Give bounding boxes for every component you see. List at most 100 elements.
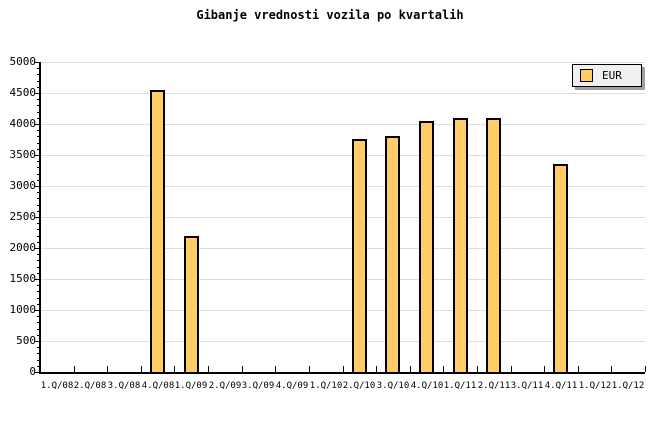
y-minor-tick — [37, 322, 40, 323]
y-axis-tick-label: 4000 — [9, 117, 37, 130]
gridline — [40, 93, 645, 94]
gridline — [40, 248, 645, 249]
x-axis-tick — [443, 366, 444, 372]
x-axis-tick — [611, 366, 612, 372]
y-major-tick — [34, 310, 40, 311]
y-major-tick — [34, 217, 40, 218]
x-axis-tick-label: 1.Q/08 — [40, 381, 74, 391]
y-minor-tick — [37, 130, 40, 131]
y-minor-tick — [37, 304, 40, 305]
y-minor-tick — [37, 335, 40, 336]
x-axis-tick — [410, 366, 411, 372]
y-axis-tick-label: 2500 — [9, 210, 37, 223]
y-minor-tick — [37, 254, 40, 255]
y-minor-tick — [37, 136, 40, 137]
gridline — [40, 186, 645, 187]
y-axis-tick-label: 1000 — [9, 303, 37, 316]
x-axis-tick-label: 4.Q/09 — [275, 381, 309, 391]
y-minor-tick — [37, 273, 40, 274]
legend: EUR — [572, 64, 642, 87]
gridline — [40, 62, 645, 63]
y-minor-tick — [37, 180, 40, 181]
x-axis-tick — [275, 366, 276, 372]
bar-1.Q/09 — [184, 236, 199, 372]
x-axis-tick — [645, 366, 646, 372]
x-axis-tick — [343, 366, 344, 372]
y-minor-tick — [37, 223, 40, 224]
x-axis-tick-label: 2.Q/10 — [342, 381, 376, 391]
x-axis-tick-label: 2.Q/11 — [477, 381, 511, 391]
gridline — [40, 155, 645, 156]
y-major-tick — [34, 372, 40, 373]
x-axis-tick-label: 4.Q/08 — [141, 381, 175, 391]
x-axis-tick — [174, 366, 175, 372]
x-axis-tick-label: 3.Q/09 — [241, 381, 275, 391]
x-axis-tick — [544, 366, 545, 372]
x-axis-tick — [578, 366, 579, 372]
y-minor-tick — [37, 360, 40, 361]
y-minor-tick — [37, 298, 40, 299]
y-minor-tick — [37, 99, 40, 100]
x-axis-tick-label: 1.Q/09 — [174, 381, 208, 391]
legend-series-swatch-icon — [580, 69, 593, 82]
x-axis-tick — [141, 366, 142, 372]
gridline — [40, 341, 645, 342]
gridline — [40, 217, 645, 218]
x-axis-tick-label: 3.Q/08 — [107, 381, 141, 391]
x-axis-tick-label: 4.Q/11 — [544, 381, 578, 391]
y-minor-tick — [37, 236, 40, 237]
bar-4.Q/11 — [553, 164, 568, 372]
y-minor-tick — [37, 316, 40, 317]
gridline — [40, 310, 645, 311]
x-axis-tick-label: 2.Q/08 — [73, 381, 107, 391]
y-minor-tick — [37, 291, 40, 292]
y-major-tick — [34, 341, 40, 342]
y-minor-tick — [37, 347, 40, 348]
y-axis-line — [39, 62, 41, 374]
y-minor-tick — [37, 68, 40, 69]
y-axis-tick-label: 2000 — [9, 241, 37, 254]
y-minor-tick — [37, 353, 40, 354]
gridline — [40, 279, 645, 280]
x-axis-tick-label: 1.Q/10 — [309, 381, 343, 391]
y-axis-tick-label: 3000 — [9, 179, 37, 192]
x-axis-tick-label: 1.Q/12 — [611, 381, 645, 391]
y-minor-tick — [37, 174, 40, 175]
y-minor-tick — [37, 229, 40, 230]
chart-title: Gibanje vrednosti vozila po kvartalih — [196, 8, 464, 22]
y-minor-tick — [37, 118, 40, 119]
legend-series-label: EUR — [602, 69, 622, 82]
y-minor-tick — [37, 242, 40, 243]
y-minor-tick — [37, 192, 40, 193]
bar-1.Q/11 — [453, 118, 468, 372]
y-minor-tick — [37, 285, 40, 286]
y-major-tick — [34, 93, 40, 94]
y-axis-tick-label: 500 — [16, 334, 36, 347]
x-axis-tick — [107, 366, 108, 372]
gridline — [40, 124, 645, 125]
y-axis-tick-label: 4500 — [9, 86, 37, 99]
y-axis-tick-label: 3500 — [9, 148, 37, 161]
y-major-tick — [34, 155, 40, 156]
x-axis-tick-label: 2.Q/09 — [208, 381, 242, 391]
y-minor-tick — [37, 260, 40, 261]
x-axis-tick-label: 3.Q/10 — [376, 381, 410, 391]
y-minor-tick — [37, 267, 40, 268]
y-major-tick — [34, 186, 40, 187]
y-minor-tick — [37, 105, 40, 106]
y-minor-tick — [37, 87, 40, 88]
y-axis-tick-label: 0 — [29, 365, 36, 378]
y-axis-tick-label: 5000 — [9, 55, 37, 68]
y-minor-tick — [37, 205, 40, 206]
x-axis-tick-label: 3.Q/11 — [510, 381, 544, 391]
y-minor-tick — [37, 81, 40, 82]
x-axis-tick — [40, 366, 41, 372]
x-axis-tick-label: 1.Q/11 — [443, 381, 477, 391]
y-minor-tick — [37, 143, 40, 144]
x-axis-tick — [309, 366, 310, 372]
y-minor-tick — [37, 329, 40, 330]
y-minor-tick — [37, 167, 40, 168]
